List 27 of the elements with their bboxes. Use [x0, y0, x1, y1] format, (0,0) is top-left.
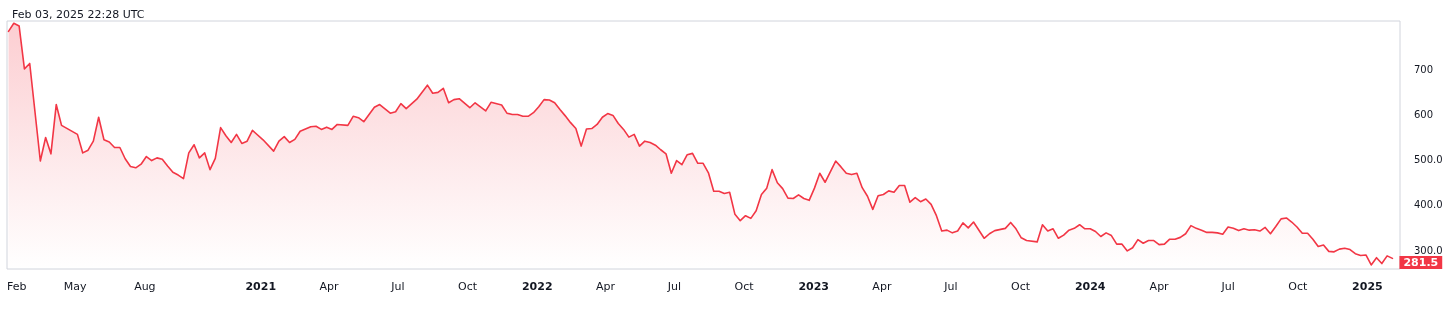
- x-tick-label: Jul: [1220, 280, 1235, 293]
- x-tick-label: Jul: [943, 280, 958, 293]
- x-tick-label: Oct: [1288, 280, 1308, 293]
- x-tick-label: May: [63, 280, 88, 293]
- y-tick-label: 700: [1414, 63, 1434, 75]
- x-tick-label: Aug: [134, 280, 156, 293]
- x-tick-label: Oct: [1010, 280, 1031, 293]
- x-tick-label: 2021: [245, 280, 277, 293]
- annotation: 281.5: [1403, 255, 1439, 269]
- x-tick-label: Apr: [1149, 280, 1170, 293]
- y-tick-label: 300.0: [1414, 244, 1443, 256]
- y-tick-label: 600: [1414, 109, 1434, 121]
- x-tick-label: 2022: [521, 280, 553, 293]
- chart-title: Feb 03, 2025 22:28 UTC: [12, 8, 145, 21]
- y-tick-label: 400.0: [1414, 199, 1443, 211]
- x-tick-label: 2023: [798, 280, 830, 293]
- x-tick-label: Apr: [595, 280, 616, 293]
- x-tick-label: Jul: [390, 280, 405, 293]
- x-tick-label: Apr: [872, 280, 892, 293]
- x-tick-label: 2024: [1074, 280, 1106, 293]
- x-tick-label: Oct: [734, 280, 755, 293]
- y-tick-label: 500.0: [1414, 154, 1443, 166]
- x-tick-label: 2025: [1352, 280, 1383, 293]
- x-tick-label: Feb: [7, 280, 27, 293]
- x-tick-label: Oct: [458, 280, 478, 293]
- x-tick-label: Apr: [319, 280, 339, 293]
- x-tick-label: Jul: [666, 280, 681, 293]
